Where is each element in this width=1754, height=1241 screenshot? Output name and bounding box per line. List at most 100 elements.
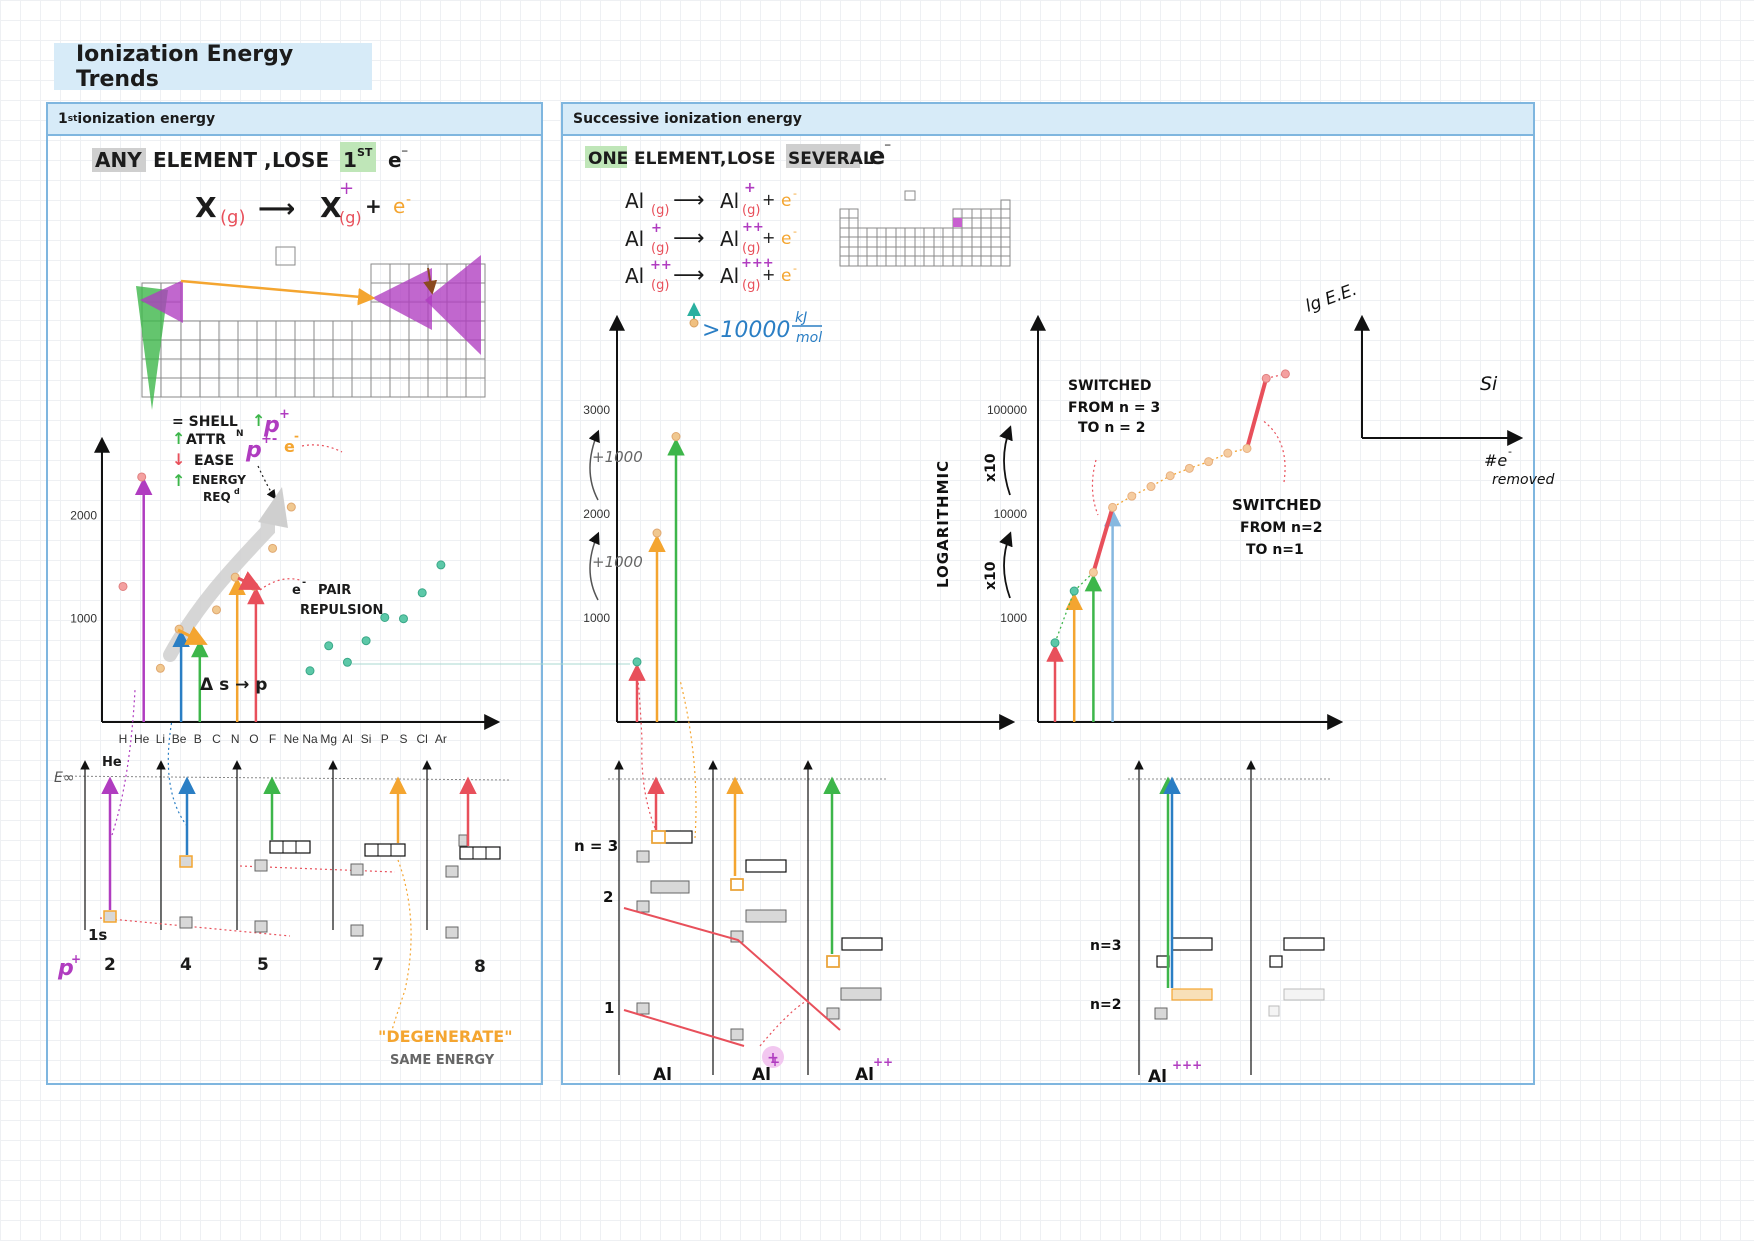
be-1s-orbital <box>179 916 193 929</box>
succ-log-point-7 <box>1165 471 1175 481</box>
legend-energy-up-icon: ↑ <box>172 471 185 490</box>
al-link-to-chart <box>637 679 656 829</box>
first-ie-xtick-label-16: Cl <box>417 732 428 746</box>
periodic-table-right <box>839 190 1011 267</box>
pt2-helium-cell <box>1000 199 1011 210</box>
o-2p-orbitals <box>459 846 501 860</box>
legend-req-d: d <box>234 487 240 496</box>
eq3-lhs: Al <box>625 264 644 288</box>
legend-req: REQ <box>203 490 231 504</box>
periodic-trend-arrows <box>136 255 481 410</box>
first-ie-xtick-label-17: Ar <box>435 732 447 746</box>
first-ie-point-Na <box>305 666 315 676</box>
eq2-rhs-g: (g) <box>742 241 760 256</box>
legend-attr-e-sup: - <box>294 429 299 443</box>
first-ie-point-Al <box>342 657 352 667</box>
eq-charge: + <box>339 178 354 199</box>
succ-log-ytick-label-2: 100000 <box>987 403 1027 417</box>
panel-first-ionization-title-prefix: 1 <box>58 111 68 127</box>
species-3-charge: +++ <box>1172 1058 1202 1072</box>
left-heading: ANY ELEMENT , LOSE 1 ST e ⁻ <box>92 142 408 172</box>
n-2p-orbitals <box>364 843 406 857</box>
succ-log-point-5 <box>1127 491 1137 501</box>
eq-g2: (g) <box>339 208 362 227</box>
eq3-e: e <box>781 266 791 286</box>
left-energy-levels: E∞ He <box>54 689 513 1068</box>
pt-hydrogen-cell <box>275 246 296 266</box>
first-ie-xtick-label-8: F <box>269 732 276 746</box>
succ-lin-ytick-label-1: 2000 <box>583 507 610 521</box>
al3-3p-orbitals <box>1171 937 1213 951</box>
al1-3s-orbital <box>730 878 744 891</box>
al1-2p-orbitals <box>745 909 787 923</box>
succ-log-ytick-label-1: 10000 <box>994 507 1028 521</box>
eq2-rhs-charge: ++ <box>742 220 764 235</box>
succ-log-point-1 <box>1050 638 1060 648</box>
legend-attr-n: N <box>236 429 244 439</box>
legend-attr: ATTR <box>186 432 226 448</box>
panel-first-ionization-title-sup: st <box>67 114 78 124</box>
big-unit-top: kJ <box>795 310 807 326</box>
succ-log-point-6 <box>1146 482 1156 492</box>
e-inf-line <box>54 775 511 781</box>
big-value-dot <box>689 318 699 328</box>
big-value: >10000 <box>702 318 790 343</box>
species-0: Al <box>653 1065 672 1085</box>
proton-count-3: 7 <box>372 955 384 975</box>
first-ie-point-Ne <box>286 502 296 512</box>
legend-pointer <box>257 465 277 500</box>
pt2-aluminium-cell <box>953 218 962 227</box>
trend-grey-arrowhead <box>258 487 288 528</box>
heading-element-2: ELEMENT, <box>634 149 726 169</box>
periodic-table-left <box>141 246 486 398</box>
highlight-first <box>340 142 376 172</box>
trend-triangle-green <box>136 286 168 410</box>
switched1-line2: FROM n = 3 <box>1068 400 1160 416</box>
pair-e: e <box>292 583 301 598</box>
one-s-trend <box>99 917 291 937</box>
legend-dotted-link <box>301 444 343 453</box>
first-ie-bars <box>134 477 265 722</box>
eq2-plus: + <box>762 228 775 247</box>
al-equation-3: Al ++ (g) ⟶ Al +++ (g) + e - <box>625 256 797 293</box>
succ-log-point-8 <box>1184 463 1194 473</box>
succ-log-jump-1 <box>1091 506 1115 573</box>
first-ie-point-P <box>380 612 390 622</box>
eq1-lhs: Al <box>625 189 644 213</box>
heading-e: e <box>388 148 402 172</box>
al-remove-link <box>759 999 809 1047</box>
successive-linear-chart: 1000 2000 3000 +1000 +1000 <box>583 314 1016 730</box>
eq1-e-sup: - <box>793 187 797 200</box>
succ-log-point-13 <box>1280 369 1290 379</box>
proton-count-4: 8 <box>474 957 486 977</box>
be-2s-highlight <box>179 855 193 868</box>
trend-triangle-purple-mid <box>372 268 432 330</box>
x10-b: x10 <box>983 561 999 590</box>
eq-g: (g) <box>220 207 245 228</box>
heading-lose: LOSE <box>272 148 329 172</box>
trend-arrow-brown <box>423 267 438 295</box>
right-energy-levels: n = 3 2 1 n=3 n=2 <box>574 679 1330 1087</box>
succ-log-ytick-label-0: 1000 <box>1000 611 1027 625</box>
al1-3p-orbitals <box>745 859 787 873</box>
succ-log-point-12 <box>1261 373 1271 383</box>
first-ie-xtick-label-2: Li <box>156 732 165 746</box>
first-ie-chart: 1000 2000 H He Li Be B C N O F Ne Na Mg Al Si P S Cl Ar <box>70 436 630 746</box>
switched2-line1: SWITCHED <box>1232 496 1321 514</box>
b-2p-orbitals <box>269 840 311 854</box>
first-ie-xtick-label-10: Na <box>302 732 318 746</box>
eq2-e: e <box>781 229 791 249</box>
al-1s-trend-line <box>623 1009 745 1047</box>
first-ie-point-Mg <box>324 641 334 651</box>
succ-lin-ytick-label-0: 1000 <box>583 611 610 625</box>
al1-link-to-chart <box>679 679 697 839</box>
x10-arrow-a <box>999 425 1013 496</box>
lg-xlabel-1: #e <box>1484 451 1507 470</box>
al2-2s-orbital <box>826 1007 840 1020</box>
lg-si: Si <box>1480 373 1498 395</box>
logarithmic-label: LOGARITHMIC <box>934 460 952 588</box>
plus-charge-bubble <box>762 1046 784 1068</box>
succ-log-jump-2 <box>1245 377 1269 450</box>
plus-charge-icon: + <box>767 1050 779 1066</box>
eq3-rhs: Al <box>720 264 739 288</box>
